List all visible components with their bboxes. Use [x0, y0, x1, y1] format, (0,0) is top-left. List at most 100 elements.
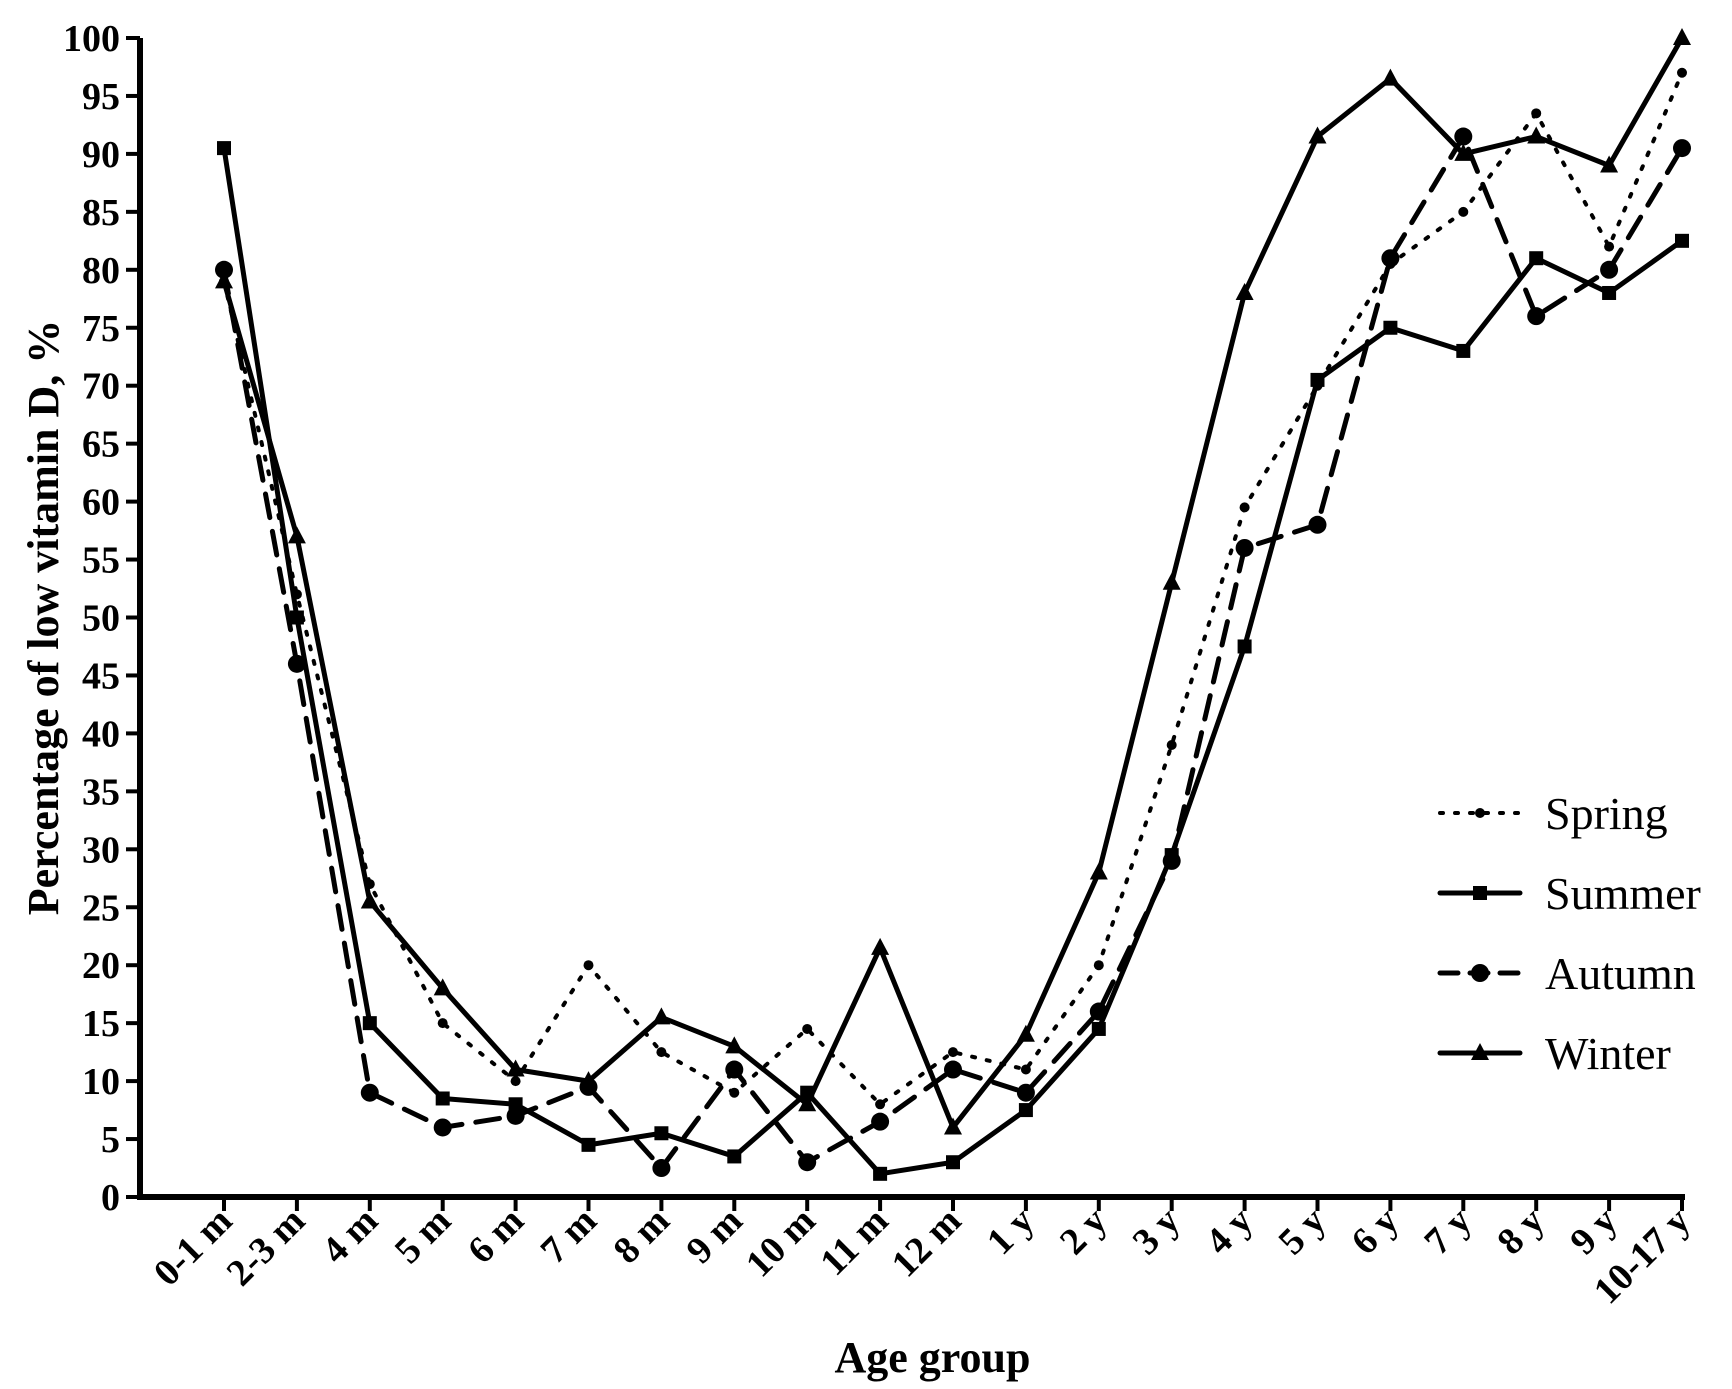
marker-winter	[1381, 68, 1400, 86]
x-tick-label: 6 m	[460, 1200, 532, 1272]
marker-autumn	[871, 1112, 890, 1131]
y-tick-label: 25	[82, 887, 120, 929]
marker-autumn	[1381, 249, 1400, 268]
y-tick-label: 20	[82, 945, 120, 987]
marker-spring	[1531, 108, 1542, 119]
x-tick-label: 4 y	[1198, 1200, 1261, 1263]
marker-winter	[652, 1007, 671, 1025]
x-tick-label: 8 y	[1489, 1200, 1552, 1263]
x-axis-title: Age group	[835, 1333, 1031, 1382]
marker-summer	[435, 1091, 450, 1106]
marker-winter	[1600, 155, 1619, 173]
marker-summer	[1602, 285, 1617, 300]
y-tick-label: 45	[82, 655, 120, 697]
marker-winter	[725, 1036, 744, 1054]
x-tick-label-group: 1 y	[979, 1200, 1042, 1263]
marker-winter	[1673, 28, 1691, 45]
marker-spring	[1677, 67, 1687, 78]
marker-spring	[583, 960, 594, 971]
marker-spring	[1093, 960, 1104, 971]
marker-autumn	[506, 1106, 525, 1125]
marker-summer	[362, 1016, 377, 1031]
x-tick-label-group: 5 y	[1271, 1200, 1334, 1263]
marker-summer	[873, 1166, 888, 1181]
marker-autumn	[360, 1083, 379, 1102]
x-tick-label-group: 0-1 m	[146, 1200, 241, 1295]
legend-label-winter: Winter	[1545, 1028, 1671, 1079]
marker-winter	[1471, 1043, 1489, 1060]
marker-summer	[1091, 1021, 1106, 1036]
marker-summer	[289, 610, 304, 625]
x-tick-label: 0-1 m	[146, 1200, 241, 1295]
marker-autumn	[1162, 851, 1181, 870]
marker-autumn	[1600, 260, 1619, 279]
y-tick-label: 70	[82, 366, 120, 408]
x-tick-label-group: 7 m	[533, 1200, 605, 1272]
y-tick-label: 100	[63, 18, 120, 60]
y-axis-title: Percentage of low vitamin D, %	[19, 320, 68, 916]
marker-summer	[1675, 233, 1689, 248]
x-tick-label-group: 8 m	[606, 1200, 678, 1272]
x-tick-label-group: 12 m	[884, 1200, 970, 1286]
y-tick-label: 75	[82, 308, 120, 350]
marker-winter	[798, 1094, 817, 1112]
marker-spring	[510, 1076, 521, 1087]
marker-autumn	[1471, 964, 1489, 982]
legend: Spring Summer Autumn Winter	[1437, 788, 1701, 1079]
marker-spring	[437, 1018, 448, 1029]
marker-winter	[944, 1117, 962, 1135]
marker-summer	[217, 141, 231, 156]
marker-winter	[1089, 862, 1108, 880]
y-tick-label: 60	[82, 482, 120, 524]
marker-summer	[1473, 886, 1487, 900]
series-summer	[217, 141, 1689, 1181]
x-tick-label-group: 7 y	[1416, 1200, 1479, 1263]
marker-autumn	[1235, 538, 1254, 557]
series-spring	[219, 67, 1687, 1110]
marker-autumn	[215, 260, 233, 279]
x-tick-label: 7 y	[1416, 1200, 1479, 1263]
y-ticks: 0 5 10 15 20 25 30 35 40 45 50 55 60 65 70 75 80 85 90 95 10…	[63, 18, 140, 1219]
marker-summer	[727, 1149, 742, 1164]
marker-winter	[1454, 143, 1473, 161]
marker-spring	[875, 1099, 886, 1110]
marker-spring	[1604, 241, 1615, 252]
y-tick-label: 40	[82, 713, 120, 755]
y-tick-label: 50	[82, 598, 120, 640]
marker-winter	[215, 271, 233, 289]
y-tick-label: 30	[82, 829, 120, 871]
marker-autumn	[1673, 139, 1691, 158]
marker-autumn	[725, 1060, 744, 1079]
marker-summer	[581, 1137, 596, 1152]
x-tick-label: 4 m	[314, 1200, 386, 1272]
marker-spring	[729, 1087, 740, 1098]
y-tick-label: 80	[82, 250, 120, 292]
marker-autumn	[944, 1060, 962, 1079]
marker-winter	[871, 937, 890, 955]
legend-label-summer: Summer	[1545, 868, 1701, 919]
marker-spring	[656, 1047, 667, 1058]
marker-winter	[433, 978, 452, 996]
marker-autumn	[1016, 1083, 1035, 1102]
marker-spring	[948, 1047, 958, 1058]
y-tick-label: 85	[82, 192, 120, 234]
marker-summer	[1018, 1103, 1033, 1118]
y-tick-label: 95	[82, 76, 120, 118]
marker-summer	[654, 1126, 669, 1141]
legend-label-spring: Spring	[1545, 788, 1668, 839]
marker-winter	[360, 891, 379, 909]
legend-label-autumn: Autumn	[1545, 948, 1696, 999]
series-line-winter	[221, 35, 1685, 1130]
x-tick-label-group: 11 m	[812, 1200, 896, 1284]
x-tick-label-group: 10 m	[738, 1200, 824, 1286]
series-lines	[215, 28, 1691, 1181]
marker-summer	[1383, 320, 1398, 335]
y-tick-label: 5	[101, 1119, 120, 1161]
marker-autumn	[1454, 127, 1473, 146]
y-tick-label: 35	[82, 771, 120, 813]
marker-summer	[946, 1155, 960, 1170]
x-tick-label: 11 m	[812, 1200, 896, 1284]
x-tick-label: 5 y	[1271, 1200, 1334, 1263]
marker-autumn	[652, 1159, 671, 1178]
